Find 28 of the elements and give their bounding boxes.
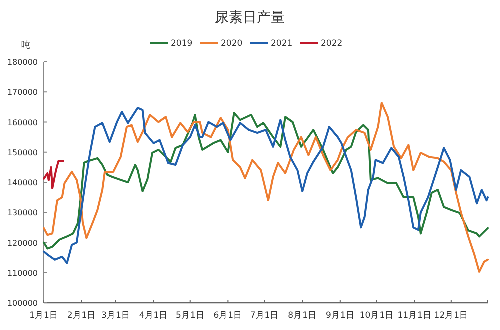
x-tick-label: 9月1日 xyxy=(326,311,355,321)
y-tick-label: 130000 xyxy=(7,208,38,218)
x-tick-label: 11月1日 xyxy=(398,311,432,321)
legend-label: 2019 xyxy=(171,39,193,49)
x-tick-label: 1月1日 xyxy=(30,311,58,321)
x-tick-label: 12月1日 xyxy=(434,311,469,321)
x-tick-label: 4月1日 xyxy=(139,311,168,321)
line-series xyxy=(43,160,65,190)
x-tick-label: 6月1日 xyxy=(214,311,243,321)
y-tick-label: 160000 xyxy=(7,118,38,128)
y-tick-label: 150000 xyxy=(7,148,38,158)
x-tick-label: 8月1日 xyxy=(288,311,318,321)
legend-label: 2022 xyxy=(321,39,343,49)
y-tick-label: 180000 xyxy=(7,58,38,67)
y-tick-label: 110000 xyxy=(7,268,38,278)
x-tick-label: 5月1日 xyxy=(176,311,205,321)
y-tick-label: 170000 xyxy=(7,88,38,98)
y-tick-label: 100000 xyxy=(7,299,38,308)
y-axis-title: 吨 xyxy=(22,40,30,51)
x-tick-label: 2月1日 xyxy=(67,311,96,321)
y-tick-label: 140000 xyxy=(7,178,38,188)
x-tick-label: 10月1日 xyxy=(360,311,394,321)
legend-label: 2020 xyxy=(221,39,243,49)
y-tick-label: 120000 xyxy=(7,238,38,248)
legend-label: 2021 xyxy=(271,39,293,49)
x-tick-label: 3月1日 xyxy=(102,311,130,321)
x-tick-label: 7月1日 xyxy=(250,311,280,321)
chart-title: 尿素日产量 xyxy=(215,10,285,26)
